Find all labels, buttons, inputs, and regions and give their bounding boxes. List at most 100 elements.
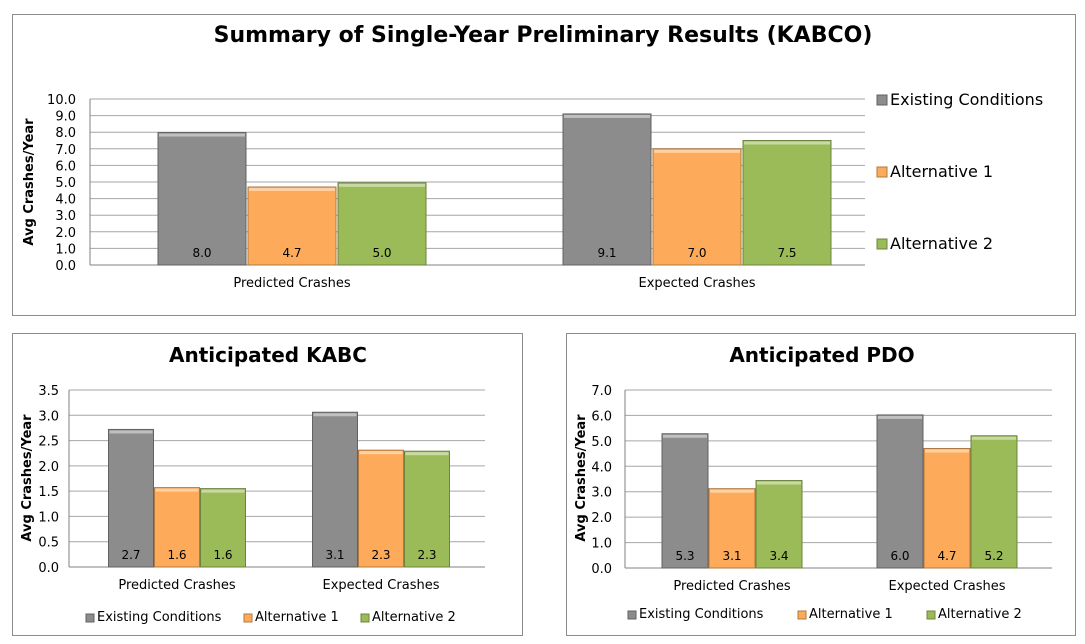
- bar: [562, 113, 652, 266]
- y-tick-label: 8.0: [55, 126, 76, 141]
- bar: [661, 433, 709, 569]
- data-label: 9.1: [597, 246, 616, 260]
- bar-highlight: [972, 436, 1016, 440]
- bar-highlight: [654, 149, 740, 153]
- bar: [337, 182, 427, 266]
- x-tick-label: Predicted Crashes: [118, 578, 236, 593]
- x-tick-label: Predicted Crashes: [673, 579, 791, 594]
- legend-swatch: [627, 610, 637, 620]
- bar: [312, 411, 358, 568]
- y-tick-label: 4.0: [591, 460, 612, 475]
- bar: [404, 450, 450, 568]
- y-tick-label: 0.0: [591, 562, 612, 577]
- y-axis-label: Avg Crashes/Year: [22, 118, 37, 246]
- bar: [154, 487, 200, 568]
- data-label: 2.7: [121, 548, 140, 562]
- x-tick-label: Expected Crashes: [889, 579, 1006, 594]
- data-label: 2.3: [417, 548, 436, 562]
- y-axis-label: Avg Crashes/Year: [20, 414, 35, 542]
- legend-swatch: [926, 610, 936, 620]
- data-label: 3.1: [325, 548, 344, 562]
- chart-title: Anticipated KABC: [169, 343, 367, 367]
- legend-entry: Existing Conditions: [97, 610, 222, 625]
- bar: [652, 148, 742, 266]
- bar: [108, 428, 154, 568]
- y-tick-label: 3.0: [38, 409, 59, 424]
- bar-highlight: [339, 183, 425, 187]
- bar: [923, 447, 971, 569]
- y-tick-label: 0.0: [38, 561, 59, 576]
- legend-entry: Alternative 2: [938, 607, 1022, 622]
- bar-highlight: [757, 481, 801, 485]
- y-tick-label: 3.5: [38, 384, 59, 399]
- y-tick-label: 6.0: [591, 409, 612, 424]
- data-label: 1.6: [167, 548, 186, 562]
- data-label: 7.0: [687, 246, 706, 260]
- bar-highlight: [109, 430, 153, 434]
- y-tick-label: 1.5: [38, 485, 59, 500]
- data-label: 4.7: [937, 549, 956, 563]
- data-label: 5.2: [984, 549, 1003, 563]
- y-tick-label: 0.0: [55, 259, 76, 274]
- data-label: 8.0: [192, 246, 211, 260]
- bar-highlight: [663, 434, 707, 438]
- chart-title: Anticipated PDO: [729, 343, 914, 367]
- data-label: 3.4: [769, 549, 788, 563]
- y-tick-label: 9.0: [55, 110, 76, 125]
- x-tick-label: Predicted Crashes: [233, 276, 351, 291]
- x-tick-label: Expected Crashes: [639, 276, 756, 291]
- legend-entry: Existing Conditions: [639, 607, 764, 622]
- bar-highlight: [405, 452, 449, 456]
- legend-entry: Alternative 1: [809, 607, 893, 622]
- data-label: 2.3: [371, 548, 390, 562]
- bar-highlight: [564, 114, 650, 118]
- y-tick-label: 4.0: [55, 193, 76, 208]
- bar: [247, 186, 337, 266]
- legend-swatch: [243, 613, 253, 623]
- bar: [200, 488, 246, 568]
- y-tick-label: 3.0: [591, 486, 612, 501]
- data-label: 6.0: [890, 549, 909, 563]
- y-tick-label: 1.0: [38, 510, 59, 525]
- bar: [358, 449, 404, 568]
- y-tick-label: 0.5: [38, 536, 59, 551]
- y-tick-label: 1.0: [591, 537, 612, 552]
- bar-highlight: [313, 413, 357, 417]
- legend-swatch: [876, 166, 888, 178]
- legend-swatch: [797, 610, 807, 620]
- y-tick-label: 5.0: [591, 435, 612, 450]
- bar-highlight: [155, 488, 199, 492]
- y-tick-label: 5.0: [55, 176, 76, 191]
- legend-swatch: [85, 613, 95, 623]
- legend-entry: Existing Conditions: [890, 90, 1043, 109]
- y-tick-label: 2.0: [591, 511, 612, 526]
- y-tick-label: 2.5: [38, 435, 59, 450]
- data-label: 5.3: [675, 549, 694, 563]
- legend-swatch: [360, 613, 370, 623]
- bar-highlight: [201, 489, 245, 493]
- bar: [876, 414, 924, 569]
- bar-highlight: [359, 451, 403, 455]
- legend-entry: Alternative 1: [255, 610, 339, 625]
- legend-entry: Alternative 1: [890, 162, 993, 181]
- y-tick-label: 7.0: [591, 384, 612, 399]
- bar: [742, 140, 832, 266]
- bar: [157, 132, 247, 266]
- data-label: 3.1: [722, 549, 741, 563]
- data-label: 1.6: [213, 548, 232, 562]
- legend-swatch: [876, 238, 888, 250]
- y-tick-label: 2.0: [55, 226, 76, 241]
- bar-highlight: [744, 141, 830, 145]
- chart-title: Summary of Single-Year Preliminary Resul…: [214, 23, 873, 48]
- data-label: 7.5: [777, 246, 796, 260]
- bar-highlight: [710, 489, 754, 493]
- legend-entry: Alternative 2: [890, 234, 993, 253]
- bar: [708, 488, 756, 569]
- y-tick-label: 3.0: [55, 209, 76, 224]
- bar-highlight: [925, 449, 969, 453]
- data-label: 5.0: [372, 246, 391, 260]
- y-tick-label: 10.0: [47, 93, 76, 108]
- y-axis-label: Avg Crashes/Year: [574, 414, 589, 542]
- legend-swatch: [876, 94, 888, 106]
- data-label: 4.7: [282, 246, 301, 260]
